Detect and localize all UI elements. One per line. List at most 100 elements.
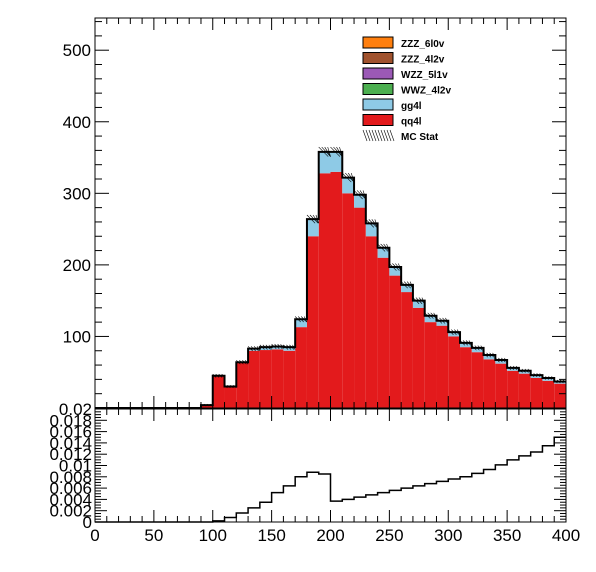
- x-tick-label: 150: [257, 526, 285, 545]
- legend-swatch: [362, 52, 394, 64]
- x-tick-label: 300: [434, 526, 462, 545]
- legend-swatch: [362, 67, 394, 80]
- legend-label: MC Stat: [401, 132, 439, 143]
- bottom-ratio-line: [95, 436, 566, 523]
- hatch-line: [386, 129, 392, 142]
- top-axis-ticks: 100 200 300 400 500: [63, 18, 567, 409]
- bin-qq4l: [530, 377, 543, 408]
- legend-label: WZZ_5l1v: [401, 70, 448, 81]
- legend-label: ZZZ_6l0v: [401, 39, 445, 50]
- bin-qq4l: [518, 373, 531, 408]
- legend-label: ZZZ_4l2v: [401, 55, 445, 66]
- bin-gg4l: [295, 319, 307, 328]
- legend-swatch: [362, 114, 394, 126]
- y-tick-label: 0: [83, 513, 92, 532]
- bin-gg4l: [248, 348, 260, 351]
- bin-gg4l: [483, 355, 496, 360]
- top-stack-outline: [95, 150, 566, 409]
- hatch-line: [380, 129, 386, 142]
- bin-qq4l: [200, 405, 213, 408]
- x-tick-label: 250: [375, 526, 403, 545]
- y-tick-label: 0.002: [49, 502, 92, 521]
- x-tick-label: 400: [552, 526, 580, 545]
- bin-gg4l: [365, 223, 378, 237]
- legend: ZZZ_6l0v ZZZ_4l2v WZZ_5l1v WWZ_4l2v gg4l qq4l…: [362, 36, 451, 143]
- bin-gg4l: [412, 300, 425, 308]
- hatch-line: [365, 129, 371, 142]
- bottom-axis-ticks: 00.0020.0040.0060.0080.010.0120.0140.016…: [49, 400, 580, 545]
- ratio-staircase: [95, 436, 566, 523]
- y-tick-label: 0.004: [49, 490, 92, 509]
- y-tick-label: 0.02: [59, 400, 92, 419]
- legend-swatch: [362, 83, 394, 95]
- bin-gg4l: [401, 284, 413, 293]
- bin-qq4l: [554, 383, 566, 408]
- bin-qq4l: [483, 359, 496, 408]
- bin-qq4l: [271, 349, 284, 408]
- y-tick-label: 0.012: [49, 445, 92, 464]
- bin-qq4l: [295, 327, 307, 408]
- bin-qq4l: [342, 193, 355, 408]
- bin-gg4l: [354, 194, 366, 208]
- bin-gg4l: [306, 219, 319, 237]
- bin-qq4l: [377, 257, 390, 408]
- bin-qq4l: [224, 386, 237, 408]
- bin-qq4l: [259, 350, 272, 408]
- hatch-line: [362, 129, 368, 142]
- hatch-line: [377, 129, 383, 142]
- bin-qq4l: [495, 363, 508, 408]
- bin-gg4l: [330, 151, 343, 172]
- bin-qq4l: [354, 207, 366, 408]
- y-tick-label: 100: [63, 327, 91, 346]
- bin-qq4l: [306, 236, 319, 408]
- legend-swatch: [362, 98, 394, 111]
- bin-qq4l: [448, 336, 461, 408]
- bin-qq4l: [389, 275, 402, 408]
- y-tick-label: 200: [63, 256, 91, 275]
- bin-gg4l: [318, 151, 331, 174]
- hatch-line: [374, 129, 380, 142]
- bin-qq4l: [460, 347, 472, 408]
- y-tick-label: 300: [63, 184, 91, 203]
- bin-qq4l: [542, 380, 555, 408]
- bin-gg4l: [495, 360, 508, 364]
- y-tick-label: 0.016: [49, 423, 92, 442]
- bin-qq4l: [424, 322, 437, 408]
- bin-gg4l: [436, 320, 449, 326]
- bin-qq4l: [471, 352, 484, 408]
- bin-qq4l: [248, 350, 260, 408]
- y-tick-label: 0.014: [49, 434, 92, 453]
- hatch-line: [389, 129, 395, 142]
- bin-gg4l: [460, 342, 472, 348]
- bin-qq4l: [365, 236, 378, 408]
- x-tick-label: 200: [316, 526, 344, 545]
- x-tick-label: 0: [90, 526, 99, 545]
- y-tick-label: 0.008: [49, 468, 92, 487]
- bin-qq4l: [436, 325, 449, 408]
- bin-gg4l: [377, 247, 390, 258]
- bin-gg4l: [424, 315, 437, 323]
- legend-label: gg4l: [401, 101, 422, 112]
- hatch-line: [383, 129, 389, 142]
- y-tick-label: 400: [63, 113, 91, 132]
- bin-qq4l: [412, 307, 425, 408]
- bin-qq4l: [318, 173, 331, 408]
- bin-gg4l: [283, 347, 296, 351]
- bin-qq4l: [507, 370, 519, 408]
- bin-gg4l: [342, 177, 355, 194]
- bin-qq4l: [212, 376, 225, 408]
- stack-outline: [95, 150, 566, 409]
- bin-gg4l: [448, 332, 461, 337]
- x-tick-label: 350: [493, 526, 521, 545]
- bin-gg4l: [271, 346, 284, 350]
- legend-swatch: [362, 36, 394, 49]
- bin-gg4l: [259, 347, 272, 351]
- x-tick-label: 50: [144, 526, 163, 545]
- bin-gg4l: [389, 267, 402, 276]
- bin-qq4l: [283, 350, 296, 408]
- bin-qq4l: [330, 171, 343, 408]
- legend-swatch-mc-stat: [362, 129, 395, 142]
- legend-label: WWZ_4l2v: [401, 86, 451, 97]
- legend-label: qq4l: [401, 117, 422, 128]
